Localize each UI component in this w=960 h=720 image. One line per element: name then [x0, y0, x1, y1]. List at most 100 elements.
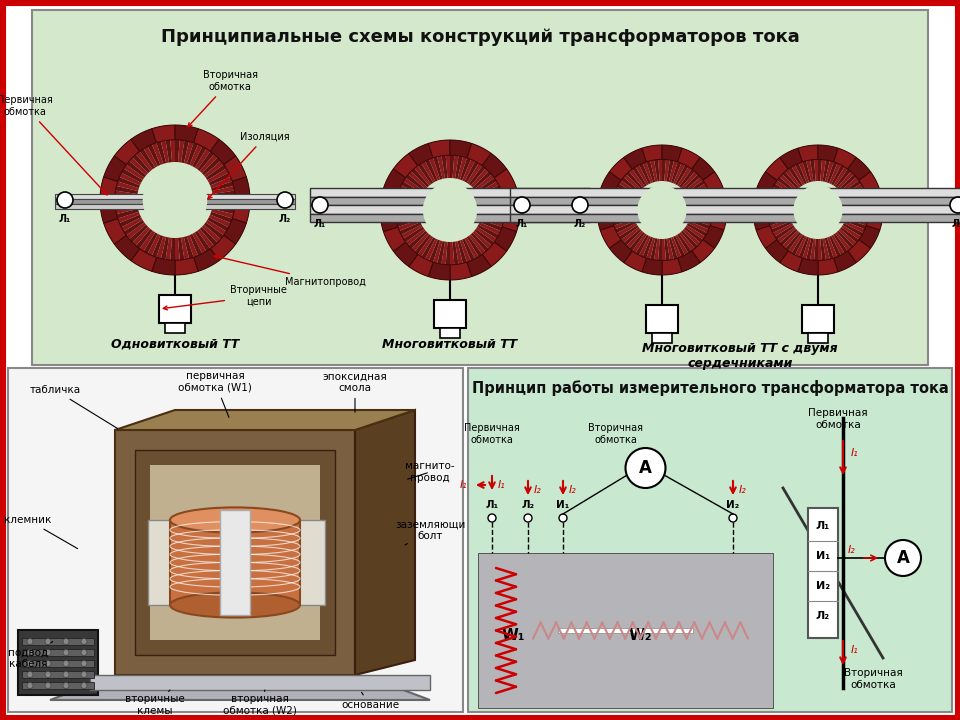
Polygon shape	[224, 156, 247, 181]
Text: Первичная
обмотка: Первичная обмотка	[464, 423, 520, 444]
Polygon shape	[827, 237, 843, 272]
Polygon shape	[458, 142, 471, 179]
Polygon shape	[494, 227, 516, 251]
Circle shape	[729, 514, 737, 522]
Polygon shape	[380, 212, 419, 221]
Polygon shape	[192, 133, 214, 168]
Circle shape	[81, 672, 87, 678]
Polygon shape	[482, 212, 519, 221]
Polygon shape	[202, 225, 232, 253]
Polygon shape	[688, 185, 724, 201]
Polygon shape	[232, 200, 250, 223]
Polygon shape	[480, 183, 516, 200]
Polygon shape	[756, 185, 791, 201]
Polygon shape	[703, 172, 724, 194]
Polygon shape	[818, 145, 838, 162]
Circle shape	[793, 185, 843, 235]
Polygon shape	[690, 212, 727, 220]
Polygon shape	[662, 145, 667, 181]
Polygon shape	[825, 238, 838, 273]
Polygon shape	[597, 200, 634, 208]
Bar	[22, 660, 94, 667]
Polygon shape	[175, 257, 198, 275]
Bar	[518, 593, 733, 668]
Text: Магнитопровод: Магнитопровод	[214, 255, 366, 287]
Bar	[802, 305, 834, 333]
Polygon shape	[150, 605, 320, 640]
Polygon shape	[825, 147, 838, 182]
Polygon shape	[813, 239, 818, 275]
Polygon shape	[502, 189, 520, 210]
Polygon shape	[104, 156, 127, 181]
Polygon shape	[690, 195, 726, 205]
Text: Изоляция: Изоляция	[208, 132, 290, 199]
Polygon shape	[835, 232, 860, 263]
Polygon shape	[355, 410, 415, 675]
Text: I₂: I₂	[534, 485, 541, 495]
Polygon shape	[689, 190, 725, 203]
Polygon shape	[115, 410, 415, 430]
Polygon shape	[388, 225, 422, 246]
Polygon shape	[391, 227, 424, 251]
Polygon shape	[184, 127, 198, 164]
Polygon shape	[383, 220, 420, 237]
Text: заземляющи
болт: заземляющи болт	[395, 519, 466, 545]
Polygon shape	[178, 238, 187, 275]
Circle shape	[27, 649, 33, 655]
Polygon shape	[780, 155, 803, 186]
Polygon shape	[118, 225, 148, 253]
Polygon shape	[460, 240, 477, 276]
Polygon shape	[163, 238, 172, 275]
Text: I₂: I₂	[569, 485, 577, 495]
Polygon shape	[823, 146, 833, 182]
Polygon shape	[409, 150, 433, 184]
Circle shape	[63, 660, 69, 667]
Polygon shape	[612, 229, 641, 256]
Circle shape	[637, 185, 686, 235]
Polygon shape	[465, 148, 487, 183]
Polygon shape	[677, 155, 700, 186]
Polygon shape	[400, 233, 429, 264]
Polygon shape	[647, 238, 658, 274]
Polygon shape	[692, 158, 714, 180]
Polygon shape	[807, 145, 816, 181]
Circle shape	[626, 448, 665, 488]
Polygon shape	[468, 153, 495, 186]
Polygon shape	[837, 161, 864, 189]
Polygon shape	[847, 210, 883, 215]
Text: Одновитковый ТТ: Одновитковый ТТ	[110, 338, 239, 351]
Polygon shape	[807, 238, 816, 275]
Text: подвод
кабеля: подвод кабеля	[8, 642, 53, 669]
Polygon shape	[198, 140, 224, 171]
Polygon shape	[388, 174, 422, 195]
Polygon shape	[474, 165, 507, 192]
Polygon shape	[396, 231, 427, 259]
Bar	[808, 508, 838, 638]
Polygon shape	[394, 153, 418, 178]
Text: магнито-
провод: магнито- провод	[405, 462, 455, 483]
Bar	[22, 649, 94, 656]
Polygon shape	[772, 230, 799, 259]
Polygon shape	[213, 194, 250, 200]
Polygon shape	[101, 182, 138, 194]
Polygon shape	[385, 179, 421, 198]
Polygon shape	[602, 221, 636, 240]
Polygon shape	[765, 227, 796, 252]
Polygon shape	[671, 237, 686, 272]
Circle shape	[143, 168, 207, 233]
Text: первичная
обмотка (W1): первичная обмотка (W1)	[178, 372, 252, 418]
Polygon shape	[610, 168, 640, 193]
Polygon shape	[106, 215, 141, 234]
Bar	[159, 295, 191, 323]
Polygon shape	[209, 166, 244, 186]
Polygon shape	[604, 223, 637, 244]
Text: вторичные
клемы: вторичные клемы	[125, 690, 185, 716]
Polygon shape	[684, 227, 714, 252]
Polygon shape	[50, 685, 430, 700]
Polygon shape	[637, 237, 653, 272]
Polygon shape	[385, 222, 421, 242]
Polygon shape	[178, 125, 187, 163]
Polygon shape	[642, 258, 662, 275]
Polygon shape	[769, 229, 798, 256]
Bar	[22, 682, 94, 689]
